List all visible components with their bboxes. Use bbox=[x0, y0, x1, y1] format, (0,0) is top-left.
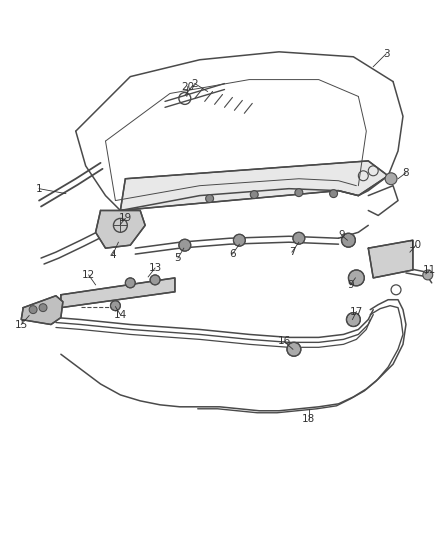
Circle shape bbox=[179, 239, 191, 251]
Text: 4: 4 bbox=[109, 250, 116, 260]
Circle shape bbox=[250, 191, 258, 199]
Text: 6: 6 bbox=[229, 249, 236, 259]
Polygon shape bbox=[61, 278, 175, 308]
Text: 12: 12 bbox=[82, 270, 95, 280]
Text: 7: 7 bbox=[289, 247, 295, 257]
Text: 5: 5 bbox=[175, 253, 181, 263]
Circle shape bbox=[385, 173, 397, 185]
Circle shape bbox=[233, 235, 245, 246]
Circle shape bbox=[342, 233, 355, 247]
Circle shape bbox=[295, 189, 303, 197]
Circle shape bbox=[346, 313, 360, 327]
Circle shape bbox=[293, 232, 305, 244]
Circle shape bbox=[423, 270, 433, 280]
Text: 1: 1 bbox=[36, 184, 42, 193]
Text: 14: 14 bbox=[114, 310, 127, 320]
Circle shape bbox=[287, 342, 301, 356]
Polygon shape bbox=[21, 296, 63, 325]
Text: 9: 9 bbox=[347, 280, 354, 290]
Circle shape bbox=[29, 305, 37, 313]
Circle shape bbox=[150, 275, 160, 285]
Circle shape bbox=[125, 278, 135, 288]
Circle shape bbox=[39, 304, 47, 312]
Text: 9: 9 bbox=[338, 230, 345, 240]
Text: 15: 15 bbox=[14, 319, 28, 329]
Text: 20: 20 bbox=[181, 82, 194, 92]
Circle shape bbox=[110, 301, 120, 311]
Text: 11: 11 bbox=[423, 265, 436, 275]
Text: 19: 19 bbox=[119, 213, 132, 223]
Text: 3: 3 bbox=[383, 49, 389, 59]
Circle shape bbox=[206, 195, 214, 203]
Text: 13: 13 bbox=[148, 263, 162, 273]
Circle shape bbox=[349, 270, 364, 286]
Text: 17: 17 bbox=[350, 306, 363, 317]
Text: 8: 8 bbox=[403, 168, 409, 178]
Text: 2: 2 bbox=[191, 78, 198, 88]
Polygon shape bbox=[368, 240, 413, 278]
Text: 18: 18 bbox=[302, 414, 315, 424]
Circle shape bbox=[330, 190, 338, 198]
Polygon shape bbox=[95, 211, 145, 248]
Text: 10: 10 bbox=[409, 240, 422, 250]
Text: 16: 16 bbox=[277, 336, 291, 346]
Polygon shape bbox=[120, 161, 388, 211]
